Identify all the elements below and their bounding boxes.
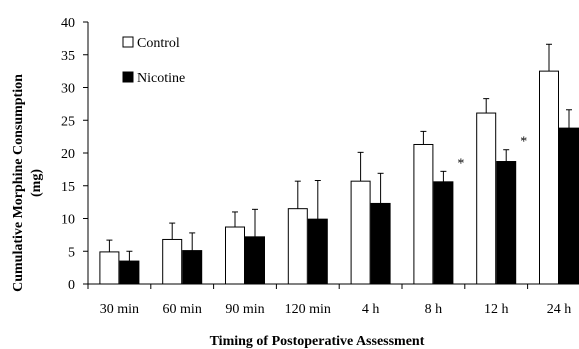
bar-nicotine bbox=[433, 181, 454, 285]
bar-nicotine bbox=[119, 260, 140, 285]
y-tick-label: 30 bbox=[61, 82, 75, 97]
bar-control bbox=[350, 180, 371, 285]
bar-nicotine bbox=[307, 218, 328, 285]
legend-label-nicotine: Nicotine bbox=[137, 71, 185, 86]
y-axis-title-line-2: (mg) bbox=[29, 169, 44, 197]
bar-control bbox=[99, 251, 120, 285]
x-tick-label: 4 h bbox=[362, 302, 380, 317]
bar-nicotine bbox=[496, 161, 517, 285]
bar-control bbox=[413, 143, 434, 285]
y-tick-label: 15 bbox=[61, 180, 75, 195]
significance-marker: * bbox=[520, 135, 527, 150]
x-axis-title: Timing of Postoperative Assessment bbox=[210, 334, 425, 349]
bar-nicotine bbox=[559, 127, 579, 285]
x-tick-label: 24 h bbox=[547, 302, 572, 317]
legend-swatch-control bbox=[122, 36, 134, 48]
legend-swatch-nicotine bbox=[122, 71, 134, 83]
bar-nicotine bbox=[370, 202, 391, 285]
x-tick-label: 12 h bbox=[484, 302, 509, 317]
y-tick-label: 40 bbox=[61, 16, 75, 31]
bar-control bbox=[539, 70, 559, 285]
y-axis-title-line-1: Cumulative Morphine Consumption bbox=[11, 74, 26, 292]
x-tick-label: 90 min bbox=[225, 302, 264, 317]
bar-nicotine bbox=[182, 250, 203, 285]
y-tick-label: 0 bbox=[68, 278, 75, 293]
x-tick-label: 60 min bbox=[163, 302, 202, 317]
bar-nicotine bbox=[245, 236, 265, 285]
significance-marker: * bbox=[457, 156, 464, 171]
y-axis-title: Cumulative Morphine Consumption (mg) bbox=[11, 74, 44, 292]
y-tick-label: 25 bbox=[61, 114, 75, 129]
x-tick-label: 8 h bbox=[425, 302, 443, 317]
bar-control bbox=[476, 112, 497, 285]
x-tick-label: 120 min bbox=[285, 302, 331, 317]
y-tick-label: 10 bbox=[61, 213, 75, 228]
y-tick-label: 20 bbox=[61, 147, 75, 162]
y-tick-label: 5 bbox=[68, 245, 75, 260]
bar-control bbox=[162, 238, 183, 285]
plot-area: 0 5 10 15 20 25 30 35 40 30 min 60 min 90 min 120 mi… bbox=[61, 16, 579, 317]
x-tick-label: 30 min bbox=[100, 302, 139, 317]
legend-label-control: Control bbox=[137, 36, 180, 51]
y-tick-label: 35 bbox=[61, 49, 75, 64]
bar-control bbox=[225, 226, 245, 285]
bar-control bbox=[287, 208, 308, 285]
